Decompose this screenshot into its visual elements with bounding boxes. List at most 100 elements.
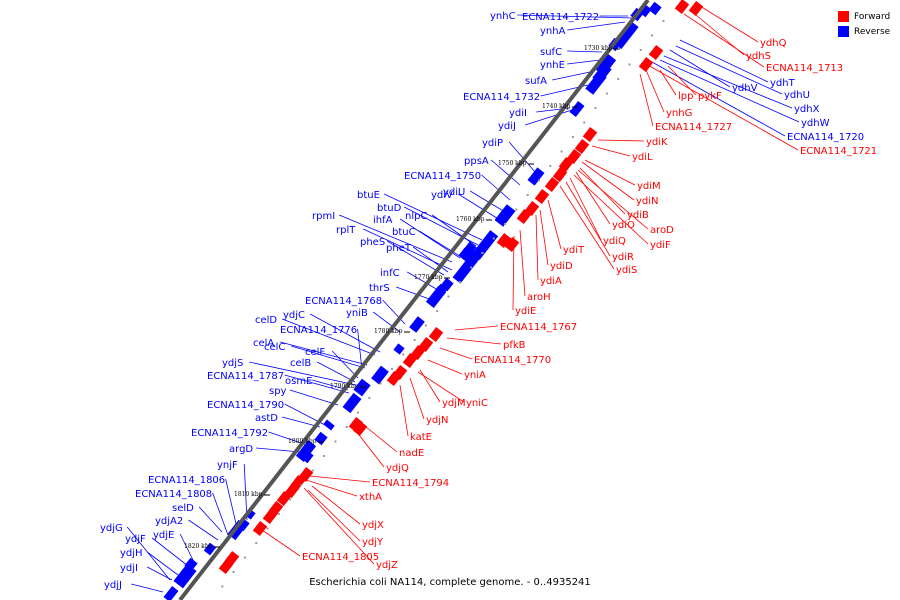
- forward-feature: [496, 233, 512, 248]
- connector-ydjc: [310, 313, 381, 353]
- connector-ydjz: [303, 487, 375, 565]
- connector-ydiv: [457, 193, 501, 221]
- axis-tick-label: 1800 kbp: [288, 438, 317, 445]
- connector-astd: [282, 416, 321, 428]
- track-dot: [651, 34, 654, 37]
- connector-nlpc: [431, 214, 477, 247]
- connector-argd: [256, 447, 301, 453]
- reverse-feature: [471, 230, 499, 260]
- track-dot: [628, 63, 631, 66]
- connector-ecna114-1720: [651, 61, 786, 137]
- connector-ppsa: [490, 159, 521, 186]
- connector-ydif: [573, 174, 649, 245]
- track-dot: [526, 194, 529, 196]
- genome-backbone: [178, 0, 650, 600]
- connector-arod: [577, 169, 649, 230]
- gene-label-ecna114-1808: ECNA114_1808: [135, 489, 212, 500]
- gene-features: [163, 0, 704, 600]
- reverse-swatch: [838, 26, 849, 37]
- gene-label-ydim: ydiM: [637, 181, 661, 192]
- connector-phes: [386, 240, 445, 276]
- connector-ydiu: [469, 190, 506, 213]
- forward-feature: [534, 189, 550, 204]
- connector-sufa: [552, 71, 591, 81]
- connector-ydhu: [675, 45, 783, 95]
- gene-label-xtha: xthA: [359, 492, 382, 503]
- track-dot: [470, 266, 473, 269]
- forward-feature: [674, 0, 690, 14]
- gene-label-ihfa: ihfA: [373, 215, 393, 226]
- gene-label-lpp: lpp: [678, 91, 693, 102]
- connector-kate: [399, 384, 409, 437]
- reverse-label: Reverse: [854, 26, 891, 37]
- connector-ydjy: [307, 489, 361, 542]
- forward-feature: [386, 371, 402, 386]
- connector-rplt: [363, 228, 453, 271]
- connector-ydiq: [569, 177, 602, 241]
- gene-label-ydid: ydiD: [550, 261, 573, 272]
- gene-label-ecna114-1787: ECNA114_1787: [207, 371, 284, 382]
- forward-feature: [574, 139, 590, 154]
- track-dot: [571, 136, 574, 138]
- gene-label-ydiv: ydiV: [431, 190, 453, 201]
- map-caption: Escherichia coli NA114, complete genome.…: [309, 577, 591, 588]
- gene-label-ydht: ydhT: [770, 78, 796, 89]
- connector-ecna114-1806: [225, 478, 238, 529]
- reverse-feature: [648, 1, 662, 16]
- forward-feature: [402, 353, 418, 368]
- connector-ynjf: [243, 463, 248, 521]
- gene-label-ydje: ydjE: [153, 530, 174, 541]
- connector-ydir: [565, 181, 611, 257]
- gene-label-ecna114-1805: ECNA114_1805: [302, 552, 379, 563]
- connector-rpmi: [339, 214, 453, 263]
- gene-label-ecna114-1806: ECNA114_1806: [148, 475, 225, 486]
- gene-label-aroh: aroH: [527, 292, 551, 303]
- axis-tick-label: 1730 kbp: [584, 45, 613, 52]
- gene-label-ydit: ydiT: [563, 245, 585, 256]
- gene-label-ydjg: ydjG: [100, 523, 123, 534]
- track-dot: [504, 223, 507, 225]
- connector-ydja2: [188, 519, 219, 541]
- track-dot: [379, 382, 382, 385]
- connector-ynia: [427, 359, 463, 375]
- gene-label-ecna114-1721: ECNA114_1721: [800, 146, 877, 157]
- forward-feature: [566, 149, 582, 164]
- track-dot: [413, 339, 416, 341]
- connector-spy: [289, 389, 339, 406]
- gene-label-ydjc: ydjC: [283, 310, 305, 321]
- gene-label-ecna114-1770: ECNA114_1770: [474, 355, 551, 366]
- gene-label-celd: celD: [255, 315, 277, 326]
- connector-ydia: [535, 214, 539, 281]
- connector-ydhw: [659, 59, 800, 123]
- connector-xtha: [305, 479, 358, 497]
- track-dot: [447, 295, 450, 298]
- connector-ydip: [508, 141, 536, 173]
- forward-feature: [428, 327, 444, 342]
- connector-ecna114-1794: [309, 475, 371, 483]
- reverse-feature: [569, 101, 585, 117]
- forward-feature: [638, 57, 654, 72]
- gene-label-ecna114-1732: ECNA114_1732: [463, 92, 540, 103]
- forward-feature: [418, 337, 434, 352]
- connector-ydio: [575, 171, 611, 225]
- forward-feature: [252, 521, 268, 536]
- gene-label-ydie: ydiE: [515, 306, 536, 317]
- track-dot: [436, 310, 439, 312]
- forward-feature: [410, 345, 426, 360]
- gene-label-ydjf: ydjF: [125, 534, 146, 545]
- gene-label-nade: nadE: [399, 448, 424, 459]
- reverse-feature: [323, 419, 335, 431]
- track-dot: [424, 324, 427, 327]
- track-dot: [492, 237, 495, 240]
- gene-label-rpmi: rpmI: [312, 211, 335, 222]
- track-dot: [323, 455, 326, 457]
- gene-label-ynhe: ynhE: [540, 60, 565, 71]
- track-dot: [311, 469, 314, 472]
- connector-ydji: [147, 566, 173, 581]
- connector-ecna114-1808: [212, 492, 229, 536]
- gene-label-ecna114-1767: ECNA114_1767: [500, 322, 577, 333]
- forward-label: Forward: [854, 11, 891, 22]
- track-dot: [289, 498, 292, 501]
- track-dot: [357, 411, 360, 414]
